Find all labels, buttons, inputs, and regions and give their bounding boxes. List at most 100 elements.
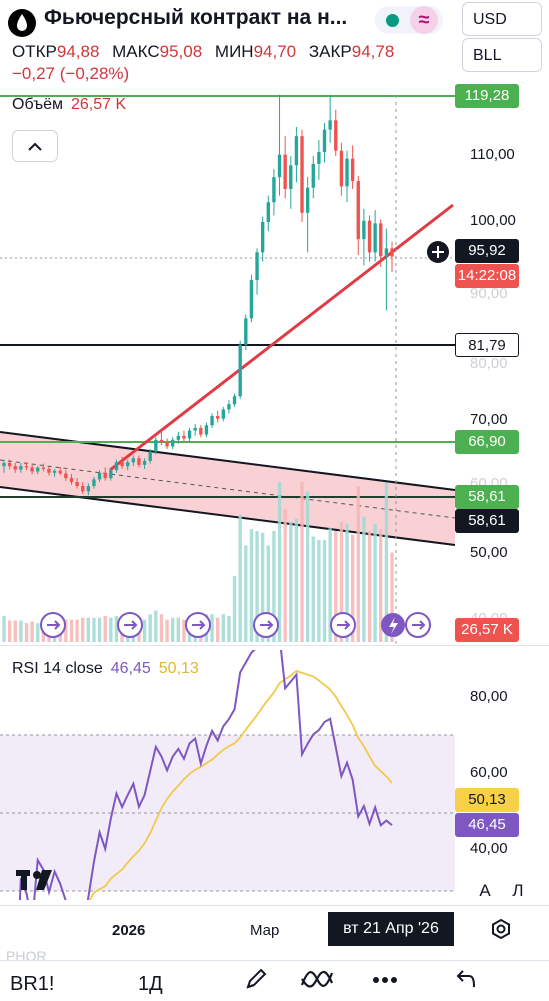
- volume-bar: [24, 623, 29, 642]
- symbol-button[interactable]: BR1!: [10, 973, 55, 995]
- candle-body: [137, 458, 141, 465]
- volume-bar: [334, 531, 338, 642]
- volume-bar: [238, 514, 242, 642]
- candle-body: [379, 223, 383, 257]
- interval-button[interactable]: 1Д: [138, 973, 163, 995]
- unit-select[interactable]: BLL: [462, 38, 542, 72]
- time-label-month: Мар: [250, 922, 280, 939]
- candle-body: [317, 152, 321, 164]
- candle-body: [199, 427, 203, 435]
- volume-bar: [182, 619, 186, 642]
- candle-body: [238, 344, 242, 397]
- volume-bar: [36, 623, 40, 642]
- volume-bar: [97, 617, 102, 642]
- volume-bar: [244, 545, 248, 642]
- candle-body: [103, 472, 107, 479]
- y-tick: 80,00: [470, 355, 508, 372]
- candles: [2, 94, 394, 496]
- volume-bar: [390, 552, 394, 642]
- low-label: МИН: [214, 42, 254, 61]
- volume-bar: [345, 523, 349, 642]
- candle-body: [283, 154, 287, 189]
- candle-body: [373, 223, 377, 253]
- auto-scale-button[interactable]: A: [479, 881, 491, 900]
- symbol-title[interactable]: Фьючерсный контракт на н...: [44, 6, 348, 29]
- candle-body: [289, 165, 293, 189]
- volume-bar: [272, 531, 276, 642]
- candle-body: [255, 252, 259, 281]
- collapse-legend-button[interactable]: [12, 130, 58, 162]
- candle-body: [300, 136, 304, 213]
- volume-bar: [142, 619, 147, 642]
- candle-body: [362, 220, 366, 240]
- price-tag-58-black[interactable]: 58,61: [455, 509, 519, 533]
- bottom-toolbar: BR1! 1Д: [0, 960, 549, 1001]
- volume-bar: [289, 522, 293, 642]
- volume-bar: [13, 620, 17, 642]
- rsi-value: 46,45: [110, 660, 151, 677]
- volume-bar: [75, 619, 79, 642]
- wave-icon: ≈: [410, 6, 438, 34]
- price-tag-81[interactable]: 81,79: [455, 333, 519, 357]
- volume-bar: [86, 617, 91, 642]
- arrow-right-icon: [47, 620, 61, 630]
- draw-pencil-icon[interactable]: [244, 967, 268, 997]
- candle-body: [75, 482, 79, 486]
- more-icon[interactable]: [372, 969, 398, 991]
- candle-body: [328, 120, 332, 130]
- undo-icon[interactable]: [455, 967, 477, 995]
- close-value: 94,78: [351, 42, 395, 61]
- volume-bar: [215, 617, 220, 642]
- candle-body: [193, 427, 197, 431]
- high-label: МАКС: [112, 42, 160, 61]
- candle-body: [384, 248, 389, 257]
- currency-select[interactable]: USD: [462, 2, 542, 36]
- volume-bar: [255, 531, 259, 642]
- volume-bar: [384, 482, 389, 642]
- price-tag-58-green[interactable]: 58,61: [455, 485, 519, 509]
- log-scale-button[interactable]: Л: [512, 881, 524, 900]
- volume-bar: [249, 529, 254, 642]
- volume-bar: [103, 616, 107, 642]
- candle-body: [165, 442, 169, 447]
- candle-body: [97, 472, 102, 480]
- indicators-icon[interactable]: [300, 967, 334, 997]
- price-tag-66[interactable]: 66,90: [455, 430, 519, 454]
- y-tick: 110,00: [470, 146, 515, 163]
- candle-body: [2, 462, 6, 467]
- candle-body: [334, 120, 338, 151]
- candle-body: [272, 177, 276, 203]
- candle-body: [142, 460, 147, 465]
- price-change: −0,27 (−0,28%): [12, 64, 130, 83]
- countdown-tag: 14:22:08: [455, 264, 519, 288]
- y-tick: 70,00: [470, 411, 508, 428]
- candle-body: [41, 467, 46, 469]
- price-chart[interactable]: [0, 85, 549, 645]
- rsi-chart[interactable]: [0, 650, 549, 900]
- candle-body: [176, 435, 181, 440]
- price-tag-119[interactable]: 119,28: [455, 84, 519, 108]
- candle-body: [19, 466, 23, 470]
- volume-bar: [69, 619, 74, 642]
- volume-bar: [109, 617, 113, 642]
- arrow-right-icon: [412, 620, 426, 630]
- pane-divider[interactable]: [0, 645, 549, 646]
- tradingview-logo[interactable]: [16, 868, 60, 899]
- candle-body: [294, 136, 299, 166]
- candle-body: [64, 473, 68, 479]
- volume-bar: [176, 617, 181, 642]
- candle-body: [131, 458, 136, 463]
- candle-body: [277, 154, 282, 178]
- y-tick: 90,00: [470, 285, 508, 302]
- volume-bar: [2, 616, 6, 642]
- crosshair-price-tag: 95,92: [455, 239, 519, 263]
- y-tick: 100,00: [470, 212, 516, 229]
- volume-bar: [171, 617, 175, 642]
- lightning-icon: [389, 617, 398, 634]
- volume-tag: 26,57 K: [455, 618, 519, 642]
- settings-icon[interactable]: [490, 918, 512, 946]
- rsi-tick: 60,00: [470, 764, 508, 781]
- rsi-ma-value: 50,13: [158, 660, 199, 677]
- candle-body: [92, 479, 96, 486]
- candle-body: [367, 220, 372, 253]
